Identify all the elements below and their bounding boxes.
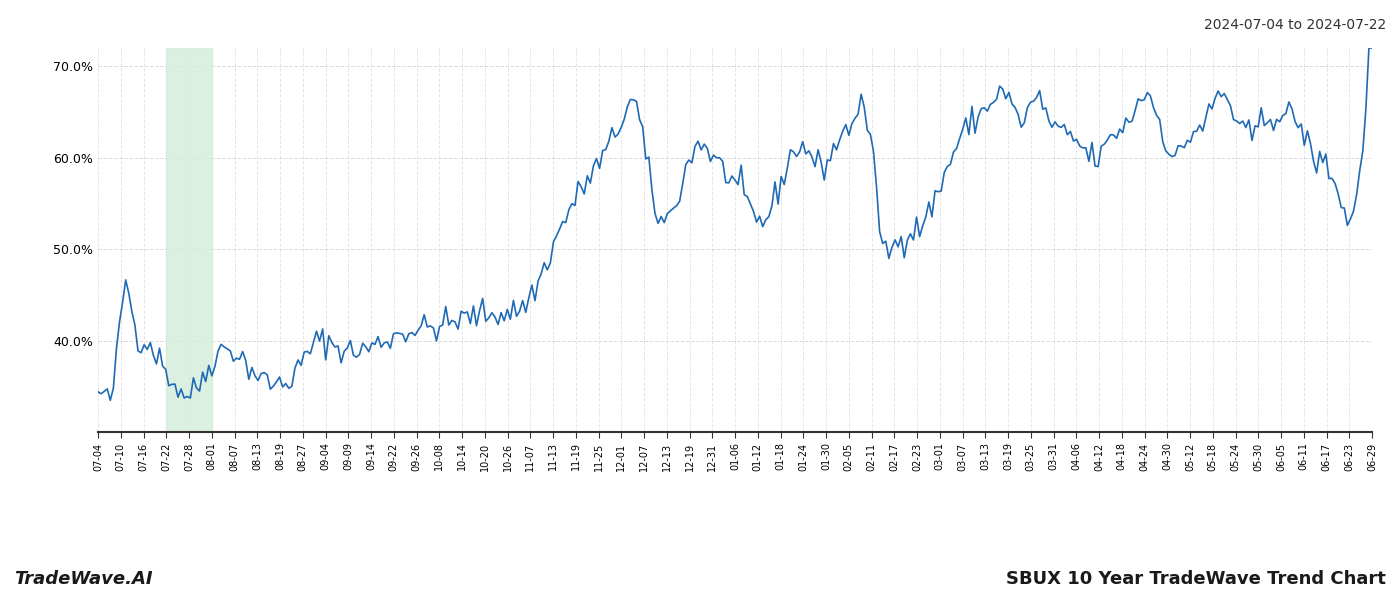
Text: 2024-07-04 to 2024-07-22: 2024-07-04 to 2024-07-22 [1204, 18, 1386, 32]
Bar [167, 48, 211, 432]
Text: SBUX 10 Year TradeWave Trend Chart: SBUX 10 Year TradeWave Trend Chart [1007, 570, 1386, 588]
Text: TradeWave.AI: TradeWave.AI [14, 570, 153, 588]
